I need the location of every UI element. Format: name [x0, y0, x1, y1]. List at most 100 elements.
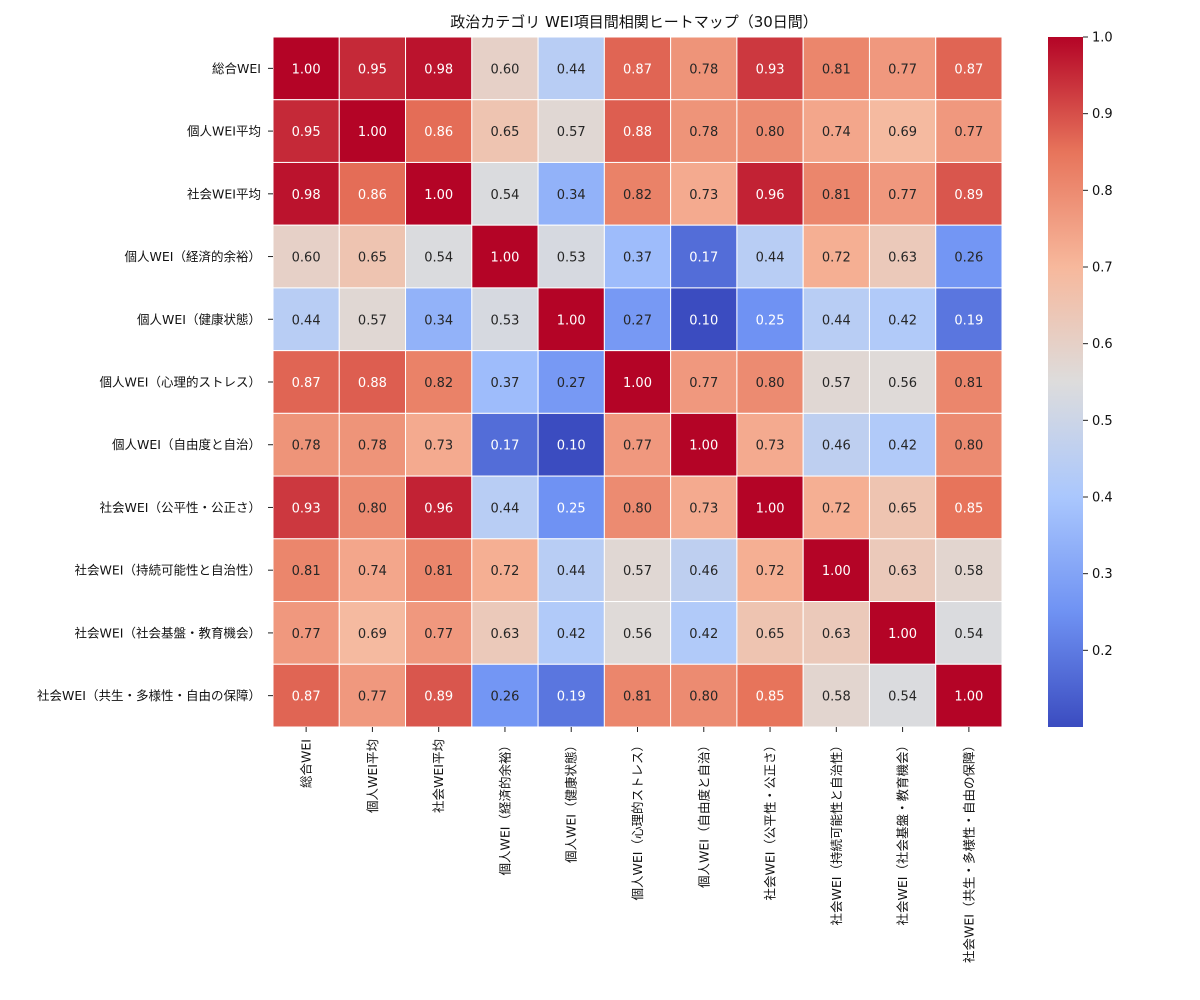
heatmap-cell — [537, 663, 605, 728]
heatmap-cell — [935, 475, 1003, 540]
cell-value-label: 0.86 — [358, 188, 387, 203]
heatmap-cell — [802, 287, 870, 352]
heatmap-cell — [868, 475, 937, 540]
cell-value-label: 0.65 — [888, 501, 917, 516]
colorbar-tick-label: 0.3 — [1092, 567, 1113, 582]
cell-value-label: 0.57 — [358, 313, 387, 328]
heatmap-cell — [272, 350, 340, 414]
heatmap-cell — [802, 161, 870, 226]
cell-value-label: 0.65 — [490, 125, 519, 140]
y-tick-label: 社会WEI（共生・多様性・自由の保障） — [37, 688, 261, 703]
heatmap-cell — [670, 224, 738, 289]
cell-value-label: 0.73 — [689, 188, 718, 203]
cell-value-label: 0.93 — [292, 501, 321, 516]
cell-value-label: 1.00 — [490, 251, 519, 266]
cell-value-label: 0.80 — [954, 439, 983, 454]
heatmap-cells: 1.00 0.95 0.98 0.60 0.44 0.87 0.78 0.93 0.81 0.77… — [272, 36, 1003, 728]
chart-title: 政治カテゴリ WEI項目間相関ヒートマップ（30日間） — [450, 13, 818, 31]
colorbar-tick-label: 0.2 — [1092, 644, 1113, 659]
cell-value-label: 0.44 — [292, 313, 321, 328]
heatmap-cell — [802, 350, 870, 414]
heatmap-cell — [338, 287, 407, 352]
colorbar-tick-label: 0.8 — [1092, 184, 1113, 199]
cell-value-label: 0.63 — [888, 251, 917, 266]
y-tick-label: 総合WEI — [212, 61, 261, 76]
cell-value-label: 0.19 — [954, 313, 983, 328]
y-tick-label: 社会WEI（社会基盤・教育機会） — [75, 625, 261, 640]
cell-value-label: 0.77 — [888, 188, 917, 203]
cell-value-label: 0.88 — [623, 125, 652, 140]
heatmap-cell — [338, 663, 407, 728]
heatmap-cell — [272, 161, 340, 226]
cell-value-label: 0.80 — [623, 501, 652, 516]
heatmap-cell — [272, 36, 340, 101]
cell-value-label: 0.44 — [557, 564, 586, 579]
colorbar-gradient — [1048, 37, 1083, 727]
heatmap-cell — [272, 99, 340, 163]
heatmap-cell — [338, 36, 407, 101]
cell-value-label: 0.54 — [490, 188, 519, 203]
heatmap-cell — [537, 475, 605, 540]
heatmap-cell — [603, 287, 672, 352]
cell-value-label: 0.89 — [954, 188, 983, 203]
heatmap-cell — [802, 601, 870, 665]
cell-value-label: 0.77 — [358, 690, 387, 705]
cell-value-label: 0.65 — [358, 251, 387, 266]
heatmap-cell — [603, 412, 672, 477]
cell-value-label: 1.00 — [888, 627, 917, 642]
heatmap-cell — [935, 601, 1003, 665]
heatmap-cell — [670, 287, 738, 352]
heatmap-cell — [471, 224, 539, 289]
cell-value-label: 1.00 — [292, 62, 321, 77]
cell-value-label: 0.46 — [822, 439, 851, 454]
colorbar-tick-label: 0.7 — [1092, 261, 1113, 276]
cell-value-label: 1.00 — [424, 188, 453, 203]
y-tick-label: 個人WEI（心理的ストレス） — [100, 375, 261, 390]
heatmap-cell — [868, 287, 937, 352]
heatmap-cell — [868, 412, 937, 477]
cell-value-label: 0.89 — [424, 690, 453, 705]
x-tick-label: 個人WEI（自由度と自治） — [696, 739, 711, 888]
heatmap-cell — [537, 224, 605, 289]
cell-value-label: 0.96 — [424, 501, 453, 516]
cell-value-label: 0.80 — [689, 690, 718, 705]
cell-value-label: 0.17 — [689, 251, 718, 266]
cell-value-label: 0.85 — [954, 501, 983, 516]
cell-value-label: 0.96 — [756, 188, 785, 203]
cell-value-label: 0.81 — [954, 376, 983, 391]
heatmap-cell — [935, 350, 1003, 414]
heatmap-cell — [868, 538, 937, 603]
cell-value-label: 0.85 — [756, 690, 785, 705]
heatmap-cell — [868, 36, 937, 101]
cell-value-label: 0.60 — [490, 62, 519, 77]
heatmap-cell — [670, 412, 738, 477]
heatmap-cell — [736, 663, 804, 728]
cell-value-label: 0.74 — [358, 564, 387, 579]
colorbar-tick-label: 0.9 — [1092, 107, 1113, 122]
heatmap-cell — [603, 36, 672, 101]
cell-value-label: 0.27 — [557, 376, 586, 391]
cell-value-label: 0.19 — [557, 690, 586, 705]
cell-value-label: 1.00 — [623, 376, 652, 391]
heatmap-cell — [537, 287, 605, 352]
heatmap-cell — [537, 99, 605, 163]
cell-value-label: 1.00 — [822, 564, 851, 579]
heatmap-cell — [471, 350, 539, 414]
cell-value-label: 0.87 — [292, 690, 321, 705]
cell-value-label: 0.58 — [954, 564, 983, 579]
heatmap-cell — [537, 601, 605, 665]
heatmap-cell — [405, 601, 473, 665]
heatmap-cell — [603, 663, 672, 728]
cell-value-label: 0.80 — [756, 125, 785, 140]
heatmap-cell — [405, 224, 473, 289]
heatmap-cell — [868, 99, 937, 163]
cell-value-label: 0.77 — [623, 439, 652, 454]
heatmap-cell — [935, 412, 1003, 477]
cell-value-label: 0.26 — [490, 690, 519, 705]
cell-value-label: 0.34 — [424, 313, 453, 328]
cell-value-label: 0.63 — [490, 627, 519, 642]
colorbar-tick-label: 0.4 — [1092, 491, 1113, 506]
heatmap-cell — [868, 663, 937, 728]
cell-value-label: 0.26 — [954, 251, 983, 266]
cell-value-label: 0.80 — [756, 376, 785, 391]
